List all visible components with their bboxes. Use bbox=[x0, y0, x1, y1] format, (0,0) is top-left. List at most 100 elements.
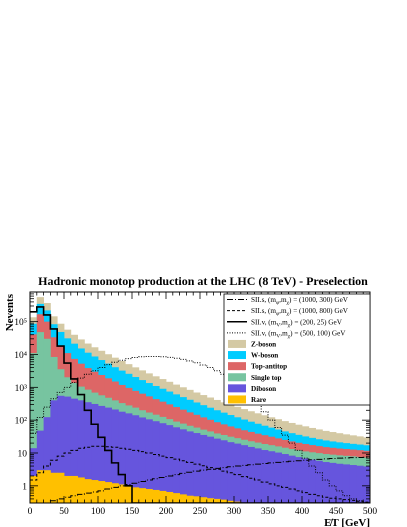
bar-diboson-34 bbox=[261, 450, 269, 503]
bar-rare-26 bbox=[206, 498, 214, 503]
bar-diboson-8 bbox=[84, 402, 92, 503]
bar-diboson-27 bbox=[213, 438, 221, 503]
chart-title: Hadronic monotop production at the LHC (… bbox=[38, 274, 368, 288]
y-tick-label-0: 1 bbox=[22, 482, 27, 492]
bar-diboson-48 bbox=[356, 465, 364, 503]
bar-rare-28 bbox=[220, 499, 228, 503]
bar-rare-9 bbox=[91, 480, 99, 503]
bar-diboson-10 bbox=[98, 405, 106, 503]
bar-rare-3 bbox=[50, 472, 58, 503]
bar-diboson-23 bbox=[186, 431, 194, 503]
bar-single-top-0 bbox=[30, 353, 38, 503]
bar-diboson-36 bbox=[274, 452, 282, 503]
bar-rare-16 bbox=[138, 488, 146, 503]
axes: 0 50 100 150 200 250 300 350 400 450 500 1 10 10² 10³ 1… bbox=[4, 291, 378, 527]
x-tick-label-150: 150 bbox=[125, 507, 140, 517]
bar-diboson-13 bbox=[118, 411, 126, 503]
bar-rare-29 bbox=[227, 500, 235, 503]
bar-diboson-47 bbox=[349, 465, 357, 503]
bar-rare-27 bbox=[213, 498, 221, 503]
x-tick-label-400: 400 bbox=[295, 507, 310, 517]
bar-diboson-49 bbox=[363, 466, 370, 503]
bar-rare-10 bbox=[98, 481, 106, 503]
bar-diboson-5 bbox=[64, 396, 72, 503]
bar-rare-15 bbox=[132, 487, 140, 503]
legend-label-8: Diboson bbox=[251, 385, 276, 393]
legend-label-1: SII.s, (mφ,mχ) = (1000, 800) GeV bbox=[251, 307, 349, 317]
bar-rare-4 bbox=[57, 472, 65, 503]
signal-line-0 bbox=[30, 456, 370, 503]
x-tick-label-200: 200 bbox=[159, 507, 174, 517]
x-tick-label-350: 350 bbox=[261, 507, 276, 517]
bar-diboson-2 bbox=[43, 417, 51, 503]
bar-diboson-7 bbox=[77, 400, 85, 503]
x-tick-label-500: 500 bbox=[363, 507, 378, 517]
bar-rare-0 bbox=[30, 475, 38, 503]
legend-swatch-5 bbox=[228, 351, 246, 360]
legend-label-6: Top-antitop bbox=[251, 363, 287, 371]
signal-line-1 bbox=[30, 445, 370, 503]
x-tick-label-50: 50 bbox=[59, 507, 69, 517]
bar-diboson-14 bbox=[125, 413, 133, 503]
stacked-histogram bbox=[30, 297, 370, 503]
legend-label-2: SII.v, (mV,mχ) = (200, 25) GeV bbox=[251, 318, 343, 328]
bar-rare-12 bbox=[111, 483, 119, 503]
y-tick-label-3: 10³ bbox=[15, 384, 28, 394]
bar-diboson-33 bbox=[254, 448, 262, 503]
bar-rare-1 bbox=[36, 470, 44, 503]
bar-diboson-9 bbox=[91, 403, 99, 503]
x-axis-label: E̸T [GeV] bbox=[324, 517, 370, 527]
bar-rare-25 bbox=[200, 497, 208, 503]
bar-rare-13 bbox=[118, 484, 126, 503]
bar-rare-17 bbox=[145, 489, 153, 503]
bar-diboson-39 bbox=[295, 457, 303, 503]
bar-rare-19 bbox=[159, 490, 167, 503]
bar-diboson-22 bbox=[179, 429, 187, 503]
bar-diboson-30 bbox=[234, 443, 242, 503]
y-tick-label-2: 10² bbox=[15, 417, 28, 427]
bar-rare-6 bbox=[70, 475, 78, 503]
bar-diboson-43 bbox=[322, 462, 330, 503]
bar-diboson-25 bbox=[200, 434, 208, 503]
legend-swatch-4 bbox=[228, 339, 246, 348]
bar-diboson-37 bbox=[281, 454, 289, 503]
legend-label-4: Z-boson bbox=[251, 340, 276, 348]
legend-swatch-9 bbox=[228, 395, 246, 404]
bar-rare-20 bbox=[166, 491, 174, 503]
legend-label-0: SII.s, (mφ,mχ) = (1000, 300) GeV bbox=[251, 296, 349, 306]
x-tick-label-100: 100 bbox=[91, 507, 106, 517]
bar-rare-14 bbox=[125, 485, 133, 503]
bar-diboson-6 bbox=[70, 398, 78, 503]
signal-lines bbox=[30, 306, 370, 503]
bar-diboson-18 bbox=[152, 421, 160, 503]
bar-diboson-21 bbox=[172, 427, 180, 503]
bar-diboson-4 bbox=[57, 395, 65, 503]
x-tick-label-450: 450 bbox=[329, 507, 344, 517]
bar-diboson-31 bbox=[240, 445, 248, 503]
bar-rare-18 bbox=[152, 489, 160, 503]
legend-swatch-6 bbox=[228, 362, 246, 371]
y-axis-label: Nevents bbox=[4, 293, 16, 331]
bar-diboson-38 bbox=[288, 455, 296, 503]
bar-diboson-3 bbox=[50, 400, 58, 503]
legend-label-3: SII.v, (mV,mχ) = (500, 100) GeV bbox=[251, 329, 346, 339]
legend-label-9: Rare bbox=[251, 396, 266, 404]
bar-diboson-16 bbox=[138, 417, 146, 503]
bar-diboson-17 bbox=[145, 419, 153, 503]
signal-line-3 bbox=[30, 355, 370, 503]
bar-diboson-1 bbox=[36, 430, 44, 503]
bar-diboson-45 bbox=[336, 463, 344, 503]
bar-diboson-15 bbox=[132, 415, 140, 503]
y-tick-label-5: 10⁵ bbox=[14, 318, 27, 328]
y-tick-label-4: 10⁴ bbox=[14, 351, 28, 361]
bar-rare-21 bbox=[172, 493, 180, 503]
signal-line-2 bbox=[30, 306, 370, 503]
legend-swatch-7 bbox=[228, 373, 246, 382]
legend-label-5: W-boson bbox=[251, 352, 278, 360]
legend-swatch-8 bbox=[228, 384, 246, 393]
bar-diboson-40 bbox=[302, 458, 310, 503]
bar-diboson-20 bbox=[166, 425, 174, 503]
x-tick-label-300: 300 bbox=[227, 507, 242, 517]
bar-rare-23 bbox=[186, 495, 194, 503]
